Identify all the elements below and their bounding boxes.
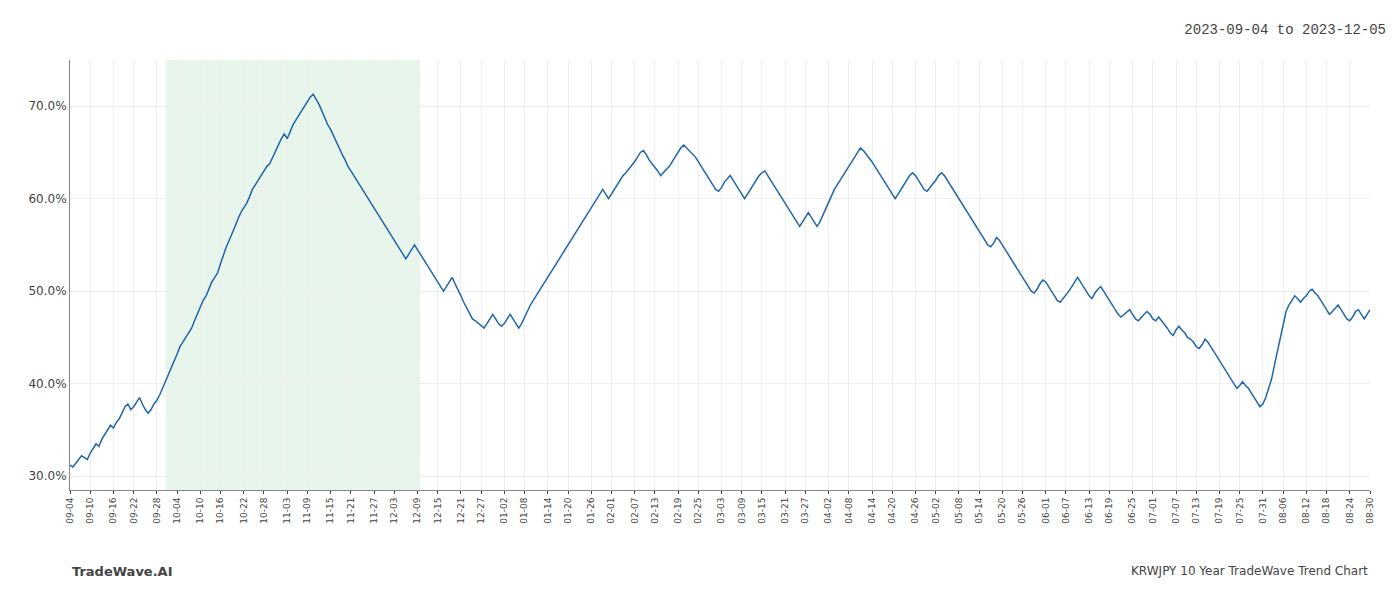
svg-text:10-04: 10-04 [172, 497, 182, 523]
svg-text:05-26: 05-26 [1017, 497, 1027, 523]
svg-text:60.0%: 60.0% [28, 192, 66, 206]
svg-text:05-14: 05-14 [974, 497, 984, 523]
svg-text:11-27: 11-27 [369, 498, 379, 524]
svg-text:07-13: 07-13 [1191, 498, 1201, 524]
svg-text:09-22: 09-22 [129, 498, 139, 524]
svg-text:01-08: 01-08 [519, 497, 529, 523]
svg-text:11-09: 11-09 [302, 497, 312, 523]
svg-text:KRWJPY 10 Year TradeWave Trend: KRWJPY 10 Year TradeWave Trend Chart [1131, 564, 1368, 578]
svg-text:12-21: 12-21 [456, 498, 466, 524]
svg-text:05-20: 05-20 [997, 497, 1007, 523]
svg-text:03-21: 03-21 [780, 498, 790, 524]
svg-text:01-02: 01-02 [499, 498, 509, 524]
svg-text:10-16: 10-16 [215, 497, 225, 523]
svg-text:02-07: 02-07 [630, 498, 640, 524]
svg-text:06-07: 06-07 [1061, 498, 1071, 524]
svg-text:01-26: 01-26 [586, 497, 596, 523]
svg-text:04-26: 04-26 [910, 497, 920, 523]
svg-text:06-01: 06-01 [1041, 498, 1051, 524]
svg-text:2023-09-04 to 2023-12-05: 2023-09-04 to 2023-12-05 [1184, 22, 1386, 38]
svg-text:10-22: 10-22 [239, 498, 249, 524]
svg-text:07-25: 07-25 [1235, 498, 1245, 524]
svg-text:05-02: 05-02 [931, 498, 941, 524]
svg-text:70.0%: 70.0% [28, 99, 66, 113]
svg-text:04-02: 04-02 [823, 498, 833, 524]
svg-text:06-19: 06-19 [1104, 497, 1114, 523]
svg-text:01-20: 01-20 [563, 497, 573, 523]
svg-text:03-09: 03-09 [737, 497, 747, 523]
svg-text:04-08: 04-08 [844, 497, 854, 523]
svg-text:09-10: 09-10 [85, 497, 95, 523]
svg-text:05-08: 05-08 [954, 497, 964, 523]
svg-text:11-03: 11-03 [282, 498, 292, 524]
svg-text:12-09: 12-09 [412, 497, 422, 523]
svg-text:03-15: 03-15 [757, 498, 767, 524]
svg-text:08-30: 08-30 [1365, 497, 1375, 523]
svg-text:11-15: 11-15 [326, 498, 336, 524]
svg-text:02-01: 02-01 [606, 498, 616, 524]
svg-text:12-03: 12-03 [389, 498, 399, 524]
svg-text:50.0%: 50.0% [28, 284, 66, 298]
svg-text:02-13: 02-13 [650, 498, 660, 524]
svg-text:04-20: 04-20 [887, 497, 897, 523]
svg-text:03-03: 03-03 [716, 498, 726, 524]
svg-text:09-28: 09-28 [152, 497, 162, 523]
svg-text:07-19: 07-19 [1214, 497, 1224, 523]
svg-text:06-25: 06-25 [1128, 498, 1138, 524]
svg-text:10-28: 10-28 [259, 497, 269, 523]
svg-text:12-15: 12-15 [433, 498, 443, 524]
svg-text:06-13: 06-13 [1084, 498, 1094, 524]
svg-text:09-16: 09-16 [108, 497, 118, 523]
svg-text:12-27: 12-27 [476, 498, 486, 524]
svg-text:07-01: 07-01 [1148, 498, 1158, 524]
svg-text:40.0%: 40.0% [28, 377, 66, 391]
svg-text:01-14: 01-14 [543, 497, 553, 523]
svg-text:08-24: 08-24 [1345, 497, 1355, 523]
svg-text:03-27: 03-27 [800, 498, 810, 524]
svg-text:02-19: 02-19 [673, 497, 683, 523]
svg-text:10-10: 10-10 [195, 497, 205, 523]
svg-text:09-04: 09-04 [65, 497, 75, 523]
svg-text:07-31: 07-31 [1258, 498, 1268, 524]
svg-text:08-12: 08-12 [1301, 498, 1311, 524]
svg-text:08-06: 08-06 [1278, 497, 1288, 523]
svg-text:04-14: 04-14 [867, 497, 877, 523]
svg-text:07-07: 07-07 [1171, 498, 1181, 524]
svg-text:TradeWave.AI: TradeWave.AI [72, 564, 173, 579]
svg-text:02-25: 02-25 [693, 498, 703, 524]
svg-text:11-21: 11-21 [346, 498, 356, 524]
svg-text:08-18: 08-18 [1321, 497, 1331, 523]
svg-text:30.0%: 30.0% [28, 469, 66, 483]
